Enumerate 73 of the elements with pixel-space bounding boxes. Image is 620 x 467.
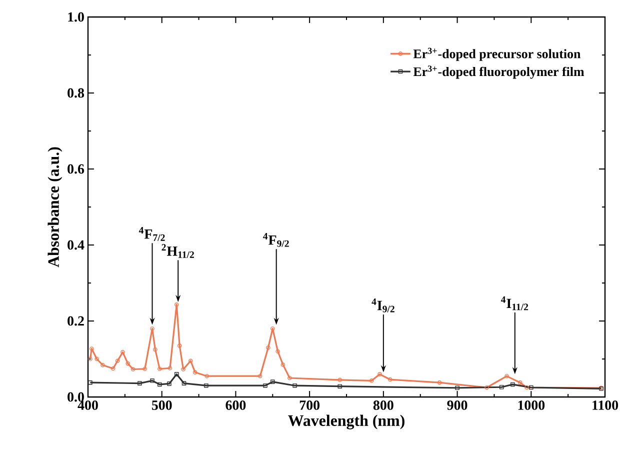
point — [90, 346, 94, 351]
point — [276, 349, 280, 354]
point — [150, 326, 154, 331]
point — [167, 382, 172, 386]
x-tick-label: 1000 — [518, 400, 545, 410]
point — [100, 362, 105, 368]
point — [338, 378, 342, 382]
line-series — [88, 372, 604, 391]
x-tick-label: 400 — [78, 400, 98, 410]
point — [150, 378, 154, 383]
point — [270, 326, 275, 331]
point — [529, 385, 534, 390]
point — [130, 367, 136, 372]
annotation: $^{4}$I$_{9/2}$ — [372, 298, 394, 312]
y-tick-label: 0.4 — [68, 240, 84, 250]
point — [499, 384, 504, 390]
annotation: $^{2}$H$_{11/2}$ — [162, 244, 194, 258]
point — [258, 374, 262, 378]
point — [484, 385, 489, 390]
point — [338, 384, 342, 388]
x-axis-title: Wavelength (nm) — [288, 414, 404, 430]
point — [168, 366, 172, 370]
point — [204, 374, 210, 378]
point — [138, 381, 142, 386]
point — [177, 344, 182, 348]
x-tick-label: 1100 — [592, 400, 618, 410]
point — [153, 347, 158, 352]
point — [142, 366, 148, 372]
x-tick-label: 700 — [300, 400, 320, 410]
point — [182, 381, 186, 386]
x-tick-label: 800 — [373, 400, 394, 410]
point — [94, 356, 100, 362]
point — [266, 345, 270, 350]
y-tick-label: 0.6 — [68, 164, 84, 174]
point — [158, 382, 162, 387]
point — [518, 380, 522, 385]
annotation: $^{4}$F$_{9/2}$ — [263, 233, 289, 247]
point — [369, 378, 374, 383]
point — [455, 386, 460, 390]
point — [120, 350, 125, 354]
point — [263, 383, 268, 388]
x-tick-label: 600 — [226, 400, 246, 410]
point — [188, 358, 193, 364]
point — [280, 362, 286, 367]
y-tick-label: 0.2 — [68, 316, 84, 326]
point — [287, 376, 292, 380]
point — [174, 302, 179, 307]
point — [292, 383, 297, 388]
legend-label: Er$^{3+}$-doped fluoropolymer film — [413, 66, 584, 79]
point — [388, 377, 392, 382]
point — [192, 370, 198, 374]
point — [158, 366, 162, 372]
point — [437, 380, 442, 385]
point — [504, 374, 509, 378]
point — [174, 372, 179, 376]
y-tick-label: 0.8 — [68, 88, 84, 98]
y-tick-label: 0.0 — [68, 392, 84, 402]
legend-label: Er$^{3+}$-doped precursor solution — [413, 48, 581, 61]
point — [181, 367, 186, 372]
y-axis-title: Absorbance (a.u.) — [48, 147, 62, 268]
point — [378, 372, 382, 376]
y-tick-label: 1.0 — [68, 12, 84, 22]
point — [126, 361, 130, 366]
x-tick-label: 500 — [152, 400, 172, 410]
point — [524, 385, 529, 390]
annotation: $^{4}$I$_{11/2}$ — [500, 296, 528, 310]
x-tick-label: 900 — [447, 400, 468, 410]
annotation: $^{4}$F$_{7/2}$ — [138, 227, 165, 241]
point — [110, 366, 116, 371]
point — [204, 383, 208, 388]
point — [510, 382, 515, 387]
point — [270, 380, 275, 384]
point — [115, 358, 120, 364]
